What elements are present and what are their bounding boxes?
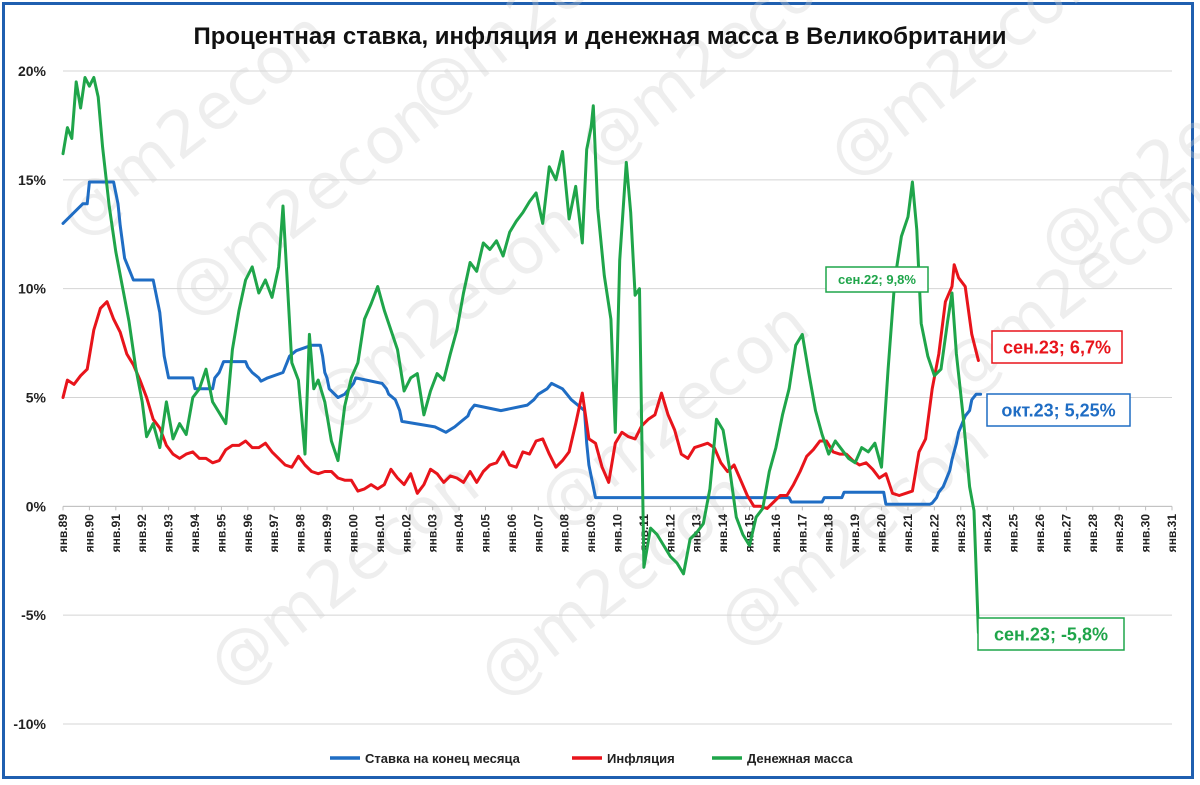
- x-tick-label: янв.16: [769, 514, 783, 553]
- y-tick-label: 5%: [26, 390, 47, 406]
- x-tick-label: янв.89: [56, 514, 70, 553]
- x-tick-label: янв.20: [875, 514, 889, 553]
- annotation-text: сен.23; 6,7%: [1003, 337, 1111, 357]
- x-tick-label: янв.09: [584, 514, 598, 553]
- y-tick-label: 0%: [26, 498, 47, 514]
- watermark-text: @m2econ: [194, 446, 493, 702]
- x-tick-label: янв.98: [294, 514, 308, 553]
- series-line: [61, 180, 983, 506]
- x-tick-label: янв.22: [927, 514, 941, 553]
- annotation-label: сен.22; 9,8%: [825, 266, 929, 293]
- legend-label: Инфляция: [607, 751, 675, 766]
- legend-label: Ставка на конец месяца: [365, 751, 521, 766]
- x-tick-label: янв.05: [478, 514, 492, 553]
- y-tick-label: -5%: [21, 607, 46, 623]
- x-tick-label: янв.03: [426, 514, 440, 553]
- y-axis-tick-labels: 20% 15% 10% 5% 0% -5% -10%: [13, 63, 46, 732]
- x-tick-label: янв.92: [135, 514, 149, 553]
- legend-item: Ставка на конец месяца: [330, 751, 521, 766]
- x-tick-label: янв.02: [399, 514, 413, 553]
- x-tick-label: янв.01: [373, 514, 387, 553]
- annotation-box: [825, 266, 929, 293]
- x-tick-label: янв.12: [663, 514, 677, 553]
- x-tick-label: янв.90: [82, 514, 96, 553]
- x-tick-label: янв.17: [795, 514, 809, 553]
- chart-title: Процентная ставка, инфляция и денежная м…: [193, 23, 1006, 50]
- x-tick-label: янв.91: [109, 514, 123, 553]
- x-tick-label: янв.30: [1139, 514, 1153, 553]
- annotation-text: окт.23; 5,25%: [1001, 400, 1115, 420]
- x-tick-label: янв.19: [848, 514, 862, 553]
- annotation-layer: сен.22; 9,8% сен.23; 6,7% окт.23; 5,25% сен…: [825, 266, 1131, 651]
- x-tick-label: янв.21: [901, 514, 915, 553]
- x-tick-label: янв.27: [1059, 514, 1073, 553]
- annotation-label: сен.23; -5,8%: [977, 617, 1125, 651]
- x-tick-label: янв.95: [214, 514, 228, 553]
- x-tick-label: янв.96: [241, 514, 255, 553]
- y-tick-label: 15%: [18, 172, 47, 188]
- series-layer: [61, 76, 983, 635]
- x-tick-label: янв.08: [558, 514, 572, 553]
- y-tick-label: 10%: [18, 281, 47, 297]
- legend-item: Инфляция: [572, 751, 675, 766]
- x-tick-label: янв.28: [1086, 514, 1100, 553]
- annotation-box: [986, 393, 1131, 427]
- series-line: [61, 76, 980, 635]
- x-axis-tick-labels: янв.89 янв.90 янв.91 янв.92 янв.93 янв.94 янв.…: [56, 506, 1179, 552]
- x-tick-label: янв.93: [162, 514, 176, 553]
- x-tick-label: янв.18: [822, 514, 836, 553]
- x-tick-label: янв.14: [716, 514, 730, 553]
- x-tick-label: янв.23: [954, 514, 968, 553]
- annotation-box: [991, 330, 1123, 364]
- x-tick-label: янв.97: [267, 514, 281, 553]
- y-tick-label: 20%: [18, 63, 47, 79]
- x-tick-label: янв.29: [1112, 514, 1126, 553]
- annotation-label: сен.23; 6,7%: [991, 330, 1123, 364]
- x-tick-label: янв.26: [1033, 514, 1047, 553]
- x-tick-label: янв.24: [980, 514, 994, 553]
- annotation-label: окт.23; 5,25%: [986, 393, 1131, 427]
- annotation-text: сен.23; -5,8%: [994, 624, 1108, 644]
- x-tick-label: янв.04: [452, 514, 466, 553]
- watermark-text: @m2econ: [294, 186, 593, 442]
- x-tick-label: янв.10: [611, 514, 625, 553]
- x-tick-label: янв.25: [1007, 514, 1021, 553]
- legend: Ставка на конец месяца Инфляция Денежная м…: [330, 751, 853, 766]
- x-tick-label: янв.31: [1165, 514, 1179, 553]
- x-tick-label: янв.94: [188, 514, 202, 553]
- annotation-text: сен.22; 9,8%: [838, 272, 916, 287]
- x-tick-label: янв.06: [505, 514, 519, 553]
- legend-item: Денежная масса: [712, 751, 853, 766]
- y-tick-label: -10%: [13, 716, 46, 732]
- x-tick-label: янв.00: [346, 514, 360, 553]
- x-tick-label: янв.99: [320, 514, 334, 553]
- annotation-box: [977, 617, 1125, 651]
- legend-label: Денежная масса: [747, 751, 853, 766]
- x-tick-label: янв.07: [531, 514, 545, 553]
